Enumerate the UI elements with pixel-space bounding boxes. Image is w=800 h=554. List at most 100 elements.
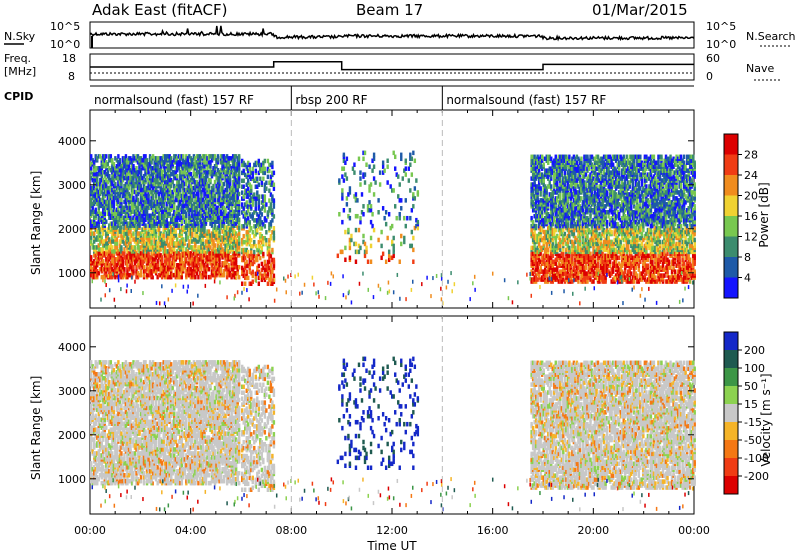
power-cell: [203, 160, 206, 165]
power-cell: [118, 261, 122, 266]
power-cell: [215, 219, 218, 224]
power-cell: [132, 215, 135, 220]
power-cell: [147, 266, 150, 272]
power-cell: [344, 245, 347, 251]
power-cell: [148, 223, 152, 228]
power-cell: [94, 255, 97, 260]
power-cell: [203, 263, 206, 268]
power-cell: [384, 259, 388, 264]
cpid-segments: normalsound (fast) 157 RF rbsp 200 RF norm…: [94, 86, 606, 110]
power-cell: [185, 171, 188, 177]
power-cell: [397, 174, 400, 179]
power-cell: [173, 247, 176, 252]
power-cell: [168, 245, 171, 250]
power-cell: [224, 243, 227, 248]
power-cell: [117, 261, 120, 266]
power-cell: [189, 203, 193, 209]
power-cell: [91, 266, 94, 272]
power-cell: [103, 199, 106, 205]
power-cell: [160, 201, 164, 207]
cpid-label: CPID: [4, 90, 33, 103]
power-cell: [177, 195, 180, 201]
power-cell: [173, 211, 176, 217]
power-cell: [213, 270, 217, 276]
power-cell: [198, 209, 202, 215]
power-cell: [139, 217, 143, 222]
power-cell: [144, 185, 147, 191]
power-cell: [162, 209, 165, 215]
power-cell: [363, 253, 367, 259]
power-cell: [212, 154, 215, 159]
power-cell: [173, 169, 176, 175]
power-cell: [139, 187, 143, 193]
power-cell: [141, 191, 144, 197]
power-cell: [194, 160, 197, 165]
power-cell: [133, 167, 137, 173]
power-cell: [99, 247, 102, 252]
power-cell: [106, 203, 110, 209]
power-cell: [171, 169, 174, 175]
power-cell: [118, 185, 122, 191]
power-cell: [174, 229, 177, 234]
power-cell: [171, 189, 174, 195]
power-cell: [194, 274, 197, 280]
power-cell: [392, 247, 395, 253]
power-cell: [176, 173, 179, 179]
power-cell: [201, 181, 205, 187]
power-cell: [194, 197, 197, 203]
power-cell: [94, 265, 97, 270]
power-cell: [117, 209, 120, 215]
power-cell: [160, 175, 164, 181]
power-cell: [212, 187, 215, 193]
power-cell: [363, 150, 367, 156]
power-cell: [129, 259, 132, 264]
power-cell: [221, 185, 224, 191]
power-cell: [207, 164, 211, 169]
power-cell: [162, 177, 165, 183]
power-cell: [170, 225, 173, 230]
power-cell: [183, 239, 187, 244]
power-cell: [186, 266, 190, 272]
power-cell: [145, 211, 149, 217]
power-cell: [354, 259, 358, 264]
power-cell: [96, 272, 99, 278]
power-cell: [136, 154, 140, 159]
power-cell: [176, 167, 179, 173]
power-cell: [359, 215, 362, 221]
power-cell: [237, 231, 241, 236]
power-cell: [176, 209, 179, 215]
power-cell: [118, 227, 122, 232]
power-cell: [353, 170, 356, 175]
power-cell: [100, 225, 103, 230]
noise-right-label: N.Search: [746, 30, 796, 43]
power-cell: [118, 265, 122, 270]
power-cell: [162, 223, 165, 228]
power-cell: [117, 169, 120, 175]
power-cell: [96, 245, 99, 250]
power-cell: [194, 171, 197, 177]
power-cell: [123, 241, 126, 246]
power-cell: [96, 166, 99, 171]
power-cell: [173, 259, 176, 264]
power-cell: [185, 181, 188, 187]
power-cell: [174, 233, 177, 238]
power-cell: [390, 223, 394, 229]
power-cell: [91, 185, 94, 191]
power-cell: [271, 208, 274, 213]
power-cell: [173, 215, 176, 220]
power-cell: [176, 237, 179, 242]
power-cell: [356, 213, 359, 219]
power-cell: [186, 195, 190, 201]
power-cell: [162, 173, 165, 179]
power-cell: [185, 201, 188, 207]
power-cell: [162, 199, 165, 205]
power-cell: [127, 225, 131, 230]
power-cell: [148, 199, 152, 205]
power-cell: [177, 241, 180, 246]
beam-title: Beam 17: [356, 1, 423, 19]
power-cell: [204, 199, 208, 205]
power-cell: [148, 154, 152, 159]
power-cell: [118, 247, 122, 252]
power-cell: [171, 213, 174, 219]
power-cell: [114, 221, 117, 226]
